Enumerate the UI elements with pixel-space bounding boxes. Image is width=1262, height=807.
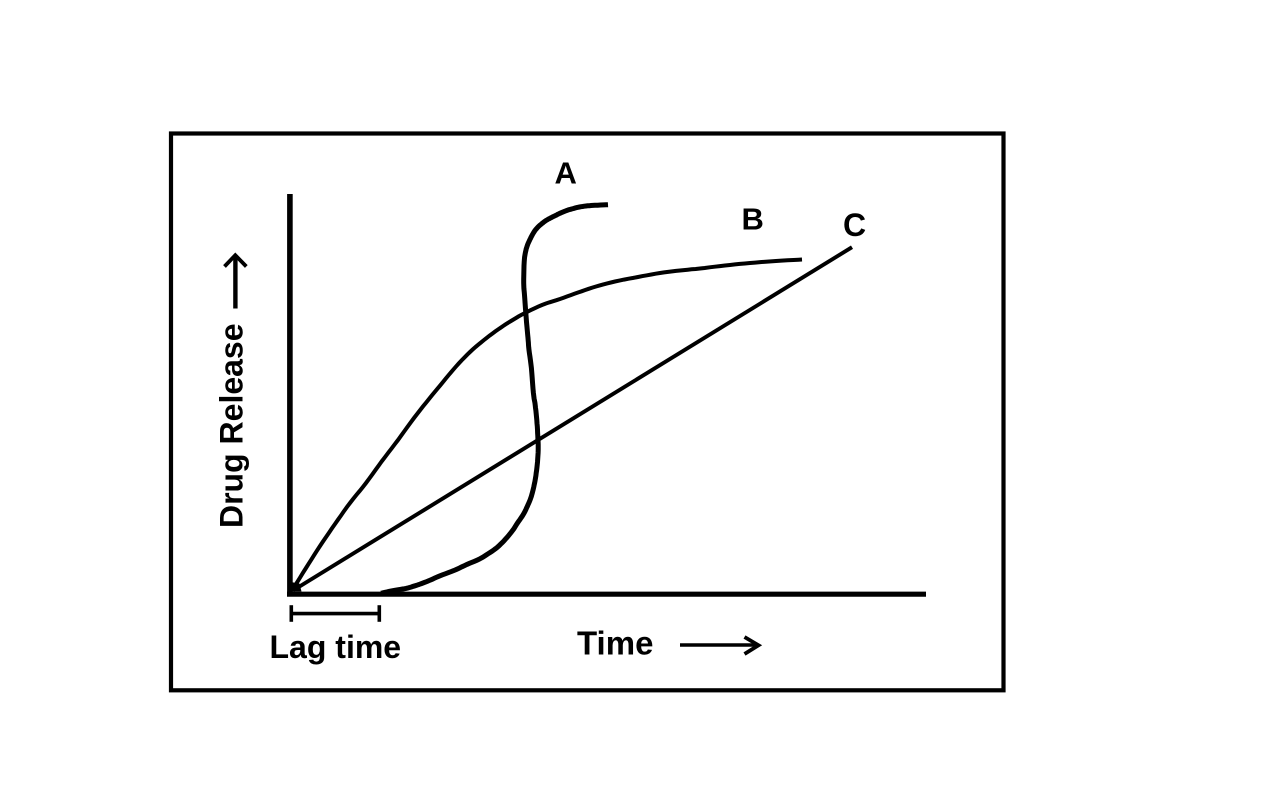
svg-text:C: C xyxy=(843,207,866,243)
svg-text:Lag time: Lag time xyxy=(270,629,402,665)
svg-text:A: A xyxy=(555,156,577,191)
svg-text:Drug Release: Drug Release xyxy=(214,323,250,528)
svg-text:Time: Time xyxy=(577,625,653,662)
svg-text:B: B xyxy=(742,202,764,237)
